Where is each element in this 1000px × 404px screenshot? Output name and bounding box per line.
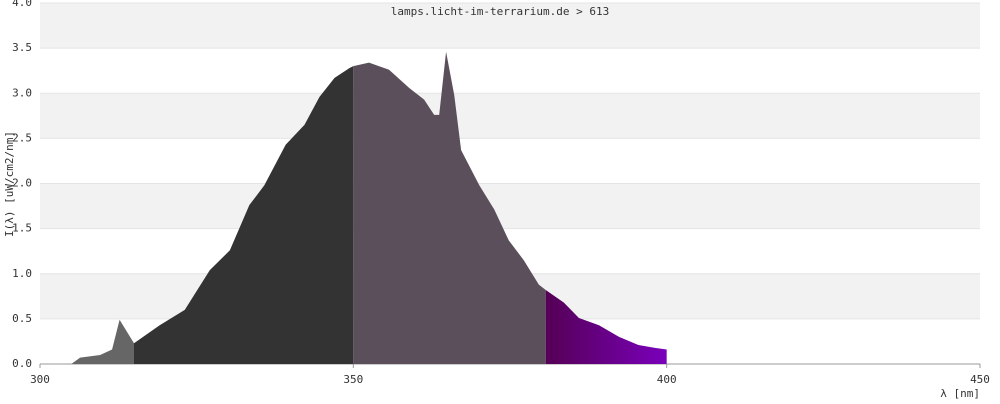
y-tick-label: 0.0 [12, 357, 32, 370]
area [545, 289, 667, 364]
grid-band [40, 183, 980, 229]
grid-band [40, 3, 980, 49]
x-axis-label: λ [nm] [940, 387, 980, 400]
x-tick-label: 300 [30, 373, 50, 386]
chart-title: lamps.licht-im-terrarium.de > 613 [391, 5, 610, 18]
x-tick-label: 350 [343, 373, 363, 386]
x-tick-label: 450 [970, 373, 990, 386]
y-tick-label: 1.0 [12, 267, 32, 280]
area [71, 319, 134, 364]
y-tick-label: 1.5 [12, 222, 32, 235]
area [353, 51, 546, 365]
y-tick-label: 4.0 [12, 0, 32, 9]
x-tick-label: 400 [657, 373, 677, 386]
grid-band [40, 93, 980, 139]
area [134, 66, 354, 365]
y-tick-label: 0.5 [12, 312, 32, 325]
y-tick-label: 2.0 [12, 177, 32, 190]
y-tick-label: 3.5 [12, 41, 32, 54]
y-tick-label: 2.5 [12, 131, 32, 144]
y-axis-label: I(λ) [uW/cm2/nm] [3, 131, 16, 237]
y-tick-label: 3.0 [12, 86, 32, 99]
